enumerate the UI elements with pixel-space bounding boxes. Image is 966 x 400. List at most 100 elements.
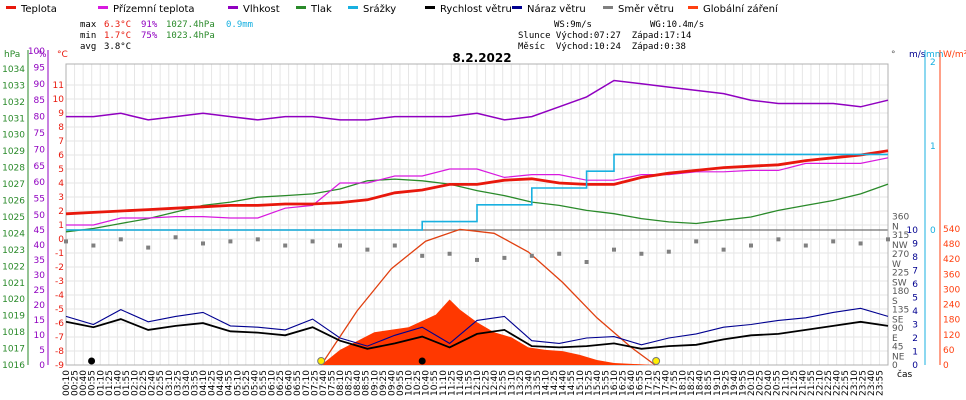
legend-swatch: [512, 6, 522, 9]
wind-direction-point: [228, 239, 233, 244]
time-tick-label: 20:55: [773, 370, 783, 396]
time-tick-label: 02:25: [139, 370, 149, 396]
ms-tick-label: 2: [912, 334, 918, 344]
time-tick-label: 13:55: [533, 370, 543, 396]
time-tick-label: 02:40: [148, 370, 158, 396]
time-tick-label: 08:55: [362, 370, 372, 396]
stats-max-press: 1027.4hPa: [166, 20, 215, 30]
time-tick-label: 01:55: [122, 370, 132, 396]
time-tick-label: 16:40: [627, 370, 637, 396]
time-tick-label: 07:25: [310, 370, 320, 396]
time-tick-label: 23:40: [867, 370, 877, 396]
deg-tick-label: 270: [892, 250, 909, 260]
time-tick-label: 21:55: [807, 370, 817, 396]
temp-tick-label: 1: [58, 221, 64, 231]
wind-direction-point: [721, 247, 726, 252]
temp-tick-label: -7: [55, 333, 64, 343]
wind-direction-point: [749, 243, 753, 248]
pct-tick-label: 30: [34, 271, 46, 281]
moonset-icon: [88, 357, 96, 365]
hpa-tick-label: 1033: [2, 81, 25, 91]
dir-tick-label: NE: [892, 352, 905, 362]
time-tick-label: 06:25: [276, 370, 286, 396]
time-tick-label: 12:55: [499, 370, 509, 396]
time-tick-label: 10:25: [413, 370, 423, 396]
deg-tick-label: 90: [892, 324, 904, 334]
time-tick-label: 23:25: [858, 370, 868, 396]
unit-hpa: hPa: [4, 50, 20, 60]
clear-sky-radiation-line: [320, 228, 656, 366]
time-tick-label: 06:55: [293, 370, 303, 396]
time-tick-label: 15:40: [593, 370, 603, 396]
time-tick-label: 00:25: [71, 370, 81, 396]
mm-tick-label: 2: [930, 58, 936, 68]
legend-swatch: [688, 6, 698, 9]
time-tick-label: 08:40: [353, 370, 363, 396]
pct-tick-label: 5: [39, 346, 45, 356]
hpa-tick-label: 1017: [2, 345, 25, 355]
time-tick-label: 05:55: [259, 370, 269, 396]
time-tick-label: 11:40: [456, 370, 466, 396]
temp-tick-label: 0: [58, 235, 64, 245]
legend-swatch: [296, 6, 306, 9]
temp-tick-label: 5: [58, 165, 64, 175]
time-tick-label: 16:10: [610, 370, 620, 396]
time-tick-label: 04:40: [216, 370, 226, 396]
pct-tick-label: 0: [39, 361, 45, 371]
time-tick-label: 03:40: [182, 370, 192, 396]
legend-swatch: [603, 6, 613, 9]
wind-direction-point: [420, 253, 425, 258]
temp-tick-label: 6: [58, 151, 64, 161]
time-tick-label: 11:10: [439, 370, 449, 396]
dir-tick-label: SE: [892, 315, 904, 325]
pct-tick-label: 75: [34, 129, 45, 139]
time-tick-label: 11:55: [464, 370, 474, 396]
time-tick-label: 08:25: [345, 370, 355, 396]
stats-max-rain: 0.9mm: [226, 20, 253, 30]
hpa-tick-label: 1024: [2, 229, 25, 239]
pct-tick-label: 35: [34, 256, 45, 266]
wind-direction-point: [584, 260, 589, 264]
temp-tick-label: -2: [55, 263, 64, 273]
deg-tick-label: 0: [892, 361, 898, 371]
rad-tick-label: 360: [943, 270, 960, 280]
pct-tick-label: 60: [34, 178, 46, 188]
legend-entry: Teplota: [20, 4, 57, 15]
dir-tick-label: E: [892, 334, 898, 344]
hpa-tick-label: 1023: [2, 246, 25, 256]
wind-direction-point: [283, 243, 288, 248]
time-tick-label: 07:10: [302, 370, 312, 396]
ms-tick-label: 5: [912, 294, 918, 304]
time-tick-label: 14:40: [559, 370, 569, 396]
time-tick-label: 16:25: [619, 370, 629, 396]
time-tick-label: 06:10: [268, 370, 278, 396]
temp-tick-label: 10: [53, 95, 65, 105]
ms-tick-label: 1: [912, 348, 918, 358]
pct-tick-label: 45: [34, 226, 45, 236]
temp-tick-label: -1: [55, 249, 64, 259]
time-tick-label: 07:40: [319, 370, 329, 396]
hpa-tick-label: 1016: [2, 361, 25, 371]
ms-tick-label: 4: [912, 307, 918, 317]
temp-tick-label: -6: [55, 319, 64, 329]
wind-direction-point: [310, 239, 315, 244]
pct-tick-label: 40: [34, 241, 46, 251]
wind-direction-point: [118, 237, 123, 242]
dir-tick-label: NW: [892, 241, 908, 251]
info-wg: WG:10.4m/s: [650, 20, 704, 30]
time-tick-label: 08:10: [336, 370, 346, 396]
time-tick-label: 18:55: [704, 370, 714, 396]
time-tick-label: 12:25: [482, 370, 492, 396]
stats-max-hum: 91%: [141, 20, 158, 30]
hpa-tick-label: 1021: [2, 279, 25, 289]
stats-min-hum: 75%: [141, 31, 158, 41]
stats-block: max min avg 6.3°C 91% 1027.4hPa 0.9mm 1.…: [80, 20, 253, 52]
wind-direction-point: [776, 237, 781, 242]
time-tick-label: 13:25: [516, 370, 526, 396]
temp-tick-label: 3: [58, 193, 64, 203]
time-tick-label: 10:40: [422, 370, 432, 396]
temp-tick-label: -3: [55, 277, 64, 287]
grid: [65, 63, 889, 366]
hpa-tick-label: 1028: [2, 164, 25, 174]
dir-tick-label: SW: [892, 278, 907, 288]
